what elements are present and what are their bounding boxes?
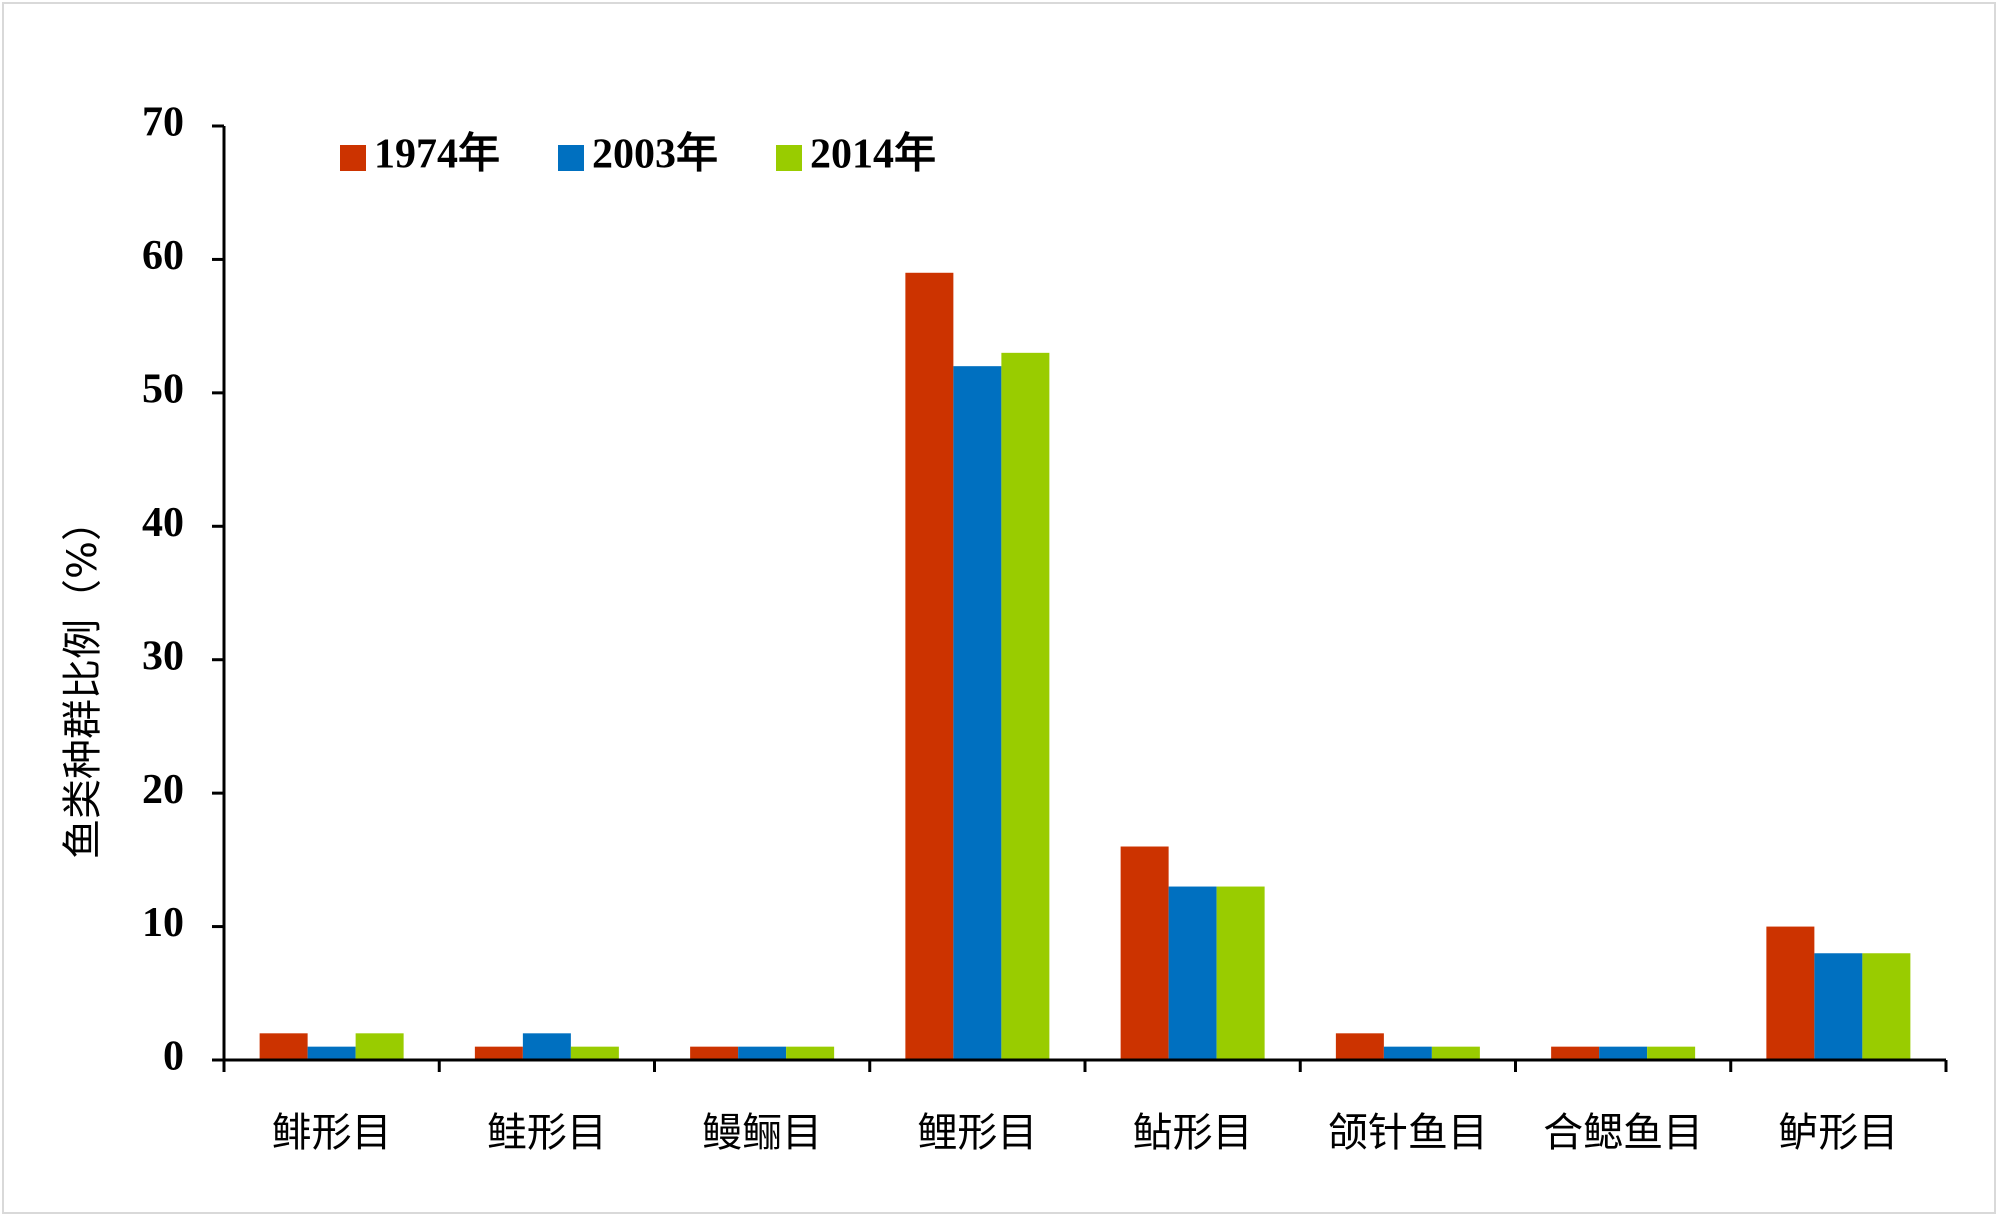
legend: 1974年 2003年 2014年 [340, 131, 936, 178]
x-category-label: 鳗鲡目 [702, 1110, 822, 1156]
legend-swatch-2014年 [776, 145, 802, 171]
bar-2014年-鲱形目 [355, 1033, 404, 1060]
x-category-label: 鲑形目 [487, 1110, 607, 1156]
bar-1974年-鲇形目 [1120, 846, 1169, 1060]
legend-label-2003年: 2003年 [592, 131, 718, 178]
x-category-label: 鲈形目 [1778, 1110, 1898, 1156]
y-tick-label: 10 [142, 900, 184, 946]
x-category-label: 鲇形目 [1133, 1110, 1253, 1156]
bar-2014年-鳗鲡目 [786, 1046, 835, 1060]
x-category-label: 鲤形目 [917, 1110, 1037, 1156]
x-category-label: 颌针鱼目 [1328, 1110, 1488, 1156]
bar-2003年-颌针鱼目 [1383, 1046, 1432, 1060]
bar-2014年-鲇形目 [1216, 886, 1265, 1060]
legend-swatch-2003年 [558, 145, 584, 171]
bar-1974年-鲤形目 [905, 272, 954, 1060]
legend-label-2014年: 2014年 [810, 131, 936, 178]
x-category-label: 鲱形目 [272, 1110, 392, 1156]
bar-1974年-鲑形目 [474, 1046, 523, 1060]
bar-2003年-鲤形目 [953, 366, 1002, 1061]
bar-2003年-鲈形目 [1814, 953, 1863, 1060]
y-tick-label: 50 [142, 366, 184, 412]
bar-1974年-鳗鲡目 [690, 1046, 739, 1060]
bar-2003年-鲇形目 [1168, 886, 1217, 1060]
bar-2014年-鲈形目 [1862, 953, 1911, 1060]
y-tick-label: 0 [163, 1034, 184, 1080]
bar-2014年-鲤形目 [1001, 352, 1050, 1060]
y-axis-label: 鱼类种群比例（%） [60, 501, 106, 859]
bar-2014年-合鳃鱼目 [1647, 1046, 1696, 1060]
y-tick-label: 40 [142, 500, 184, 546]
bar-2003年-合鳃鱼目 [1599, 1046, 1648, 1060]
bar-2003年-鲑形目 [522, 1033, 571, 1060]
ticks-layer: 0 10 20 30 40 50 60 70 [142, 100, 1948, 1080]
x-category-label: 合鳃鱼目 [1543, 1110, 1703, 1156]
bar-2014年-鲑形目 [570, 1046, 619, 1060]
bar-1974年-鲱形目 [259, 1033, 308, 1060]
y-tick-label: 70 [142, 100, 184, 146]
bar-2014年-颌针鱼目 [1431, 1046, 1480, 1060]
bar-1974年-鲈形目 [1766, 926, 1815, 1060]
legend-label-1974年: 1974年 [374, 131, 500, 178]
y-tick-label: 30 [142, 633, 184, 679]
y-tick-label: 60 [142, 233, 184, 279]
bar-1974年-颌针鱼目 [1335, 1033, 1384, 1060]
bar-1974年-合鳃鱼目 [1551, 1046, 1600, 1060]
bars-layer [259, 272, 1911, 1061]
category-labels-layer: 鲱形目 鲑形目 鳗鲡目 鲤形目 鲇形目 颌针鱼目 合鳃鱼目 鲈形目 [272, 1110, 1899, 1156]
legend-swatch-1974年 [340, 145, 366, 171]
axes-layer [222, 126, 1946, 1062]
y-tick-label: 20 [142, 767, 184, 813]
bar-2003年-鳗鲡目 [738, 1046, 787, 1060]
bar-2003年-鲱形目 [307, 1046, 356, 1060]
